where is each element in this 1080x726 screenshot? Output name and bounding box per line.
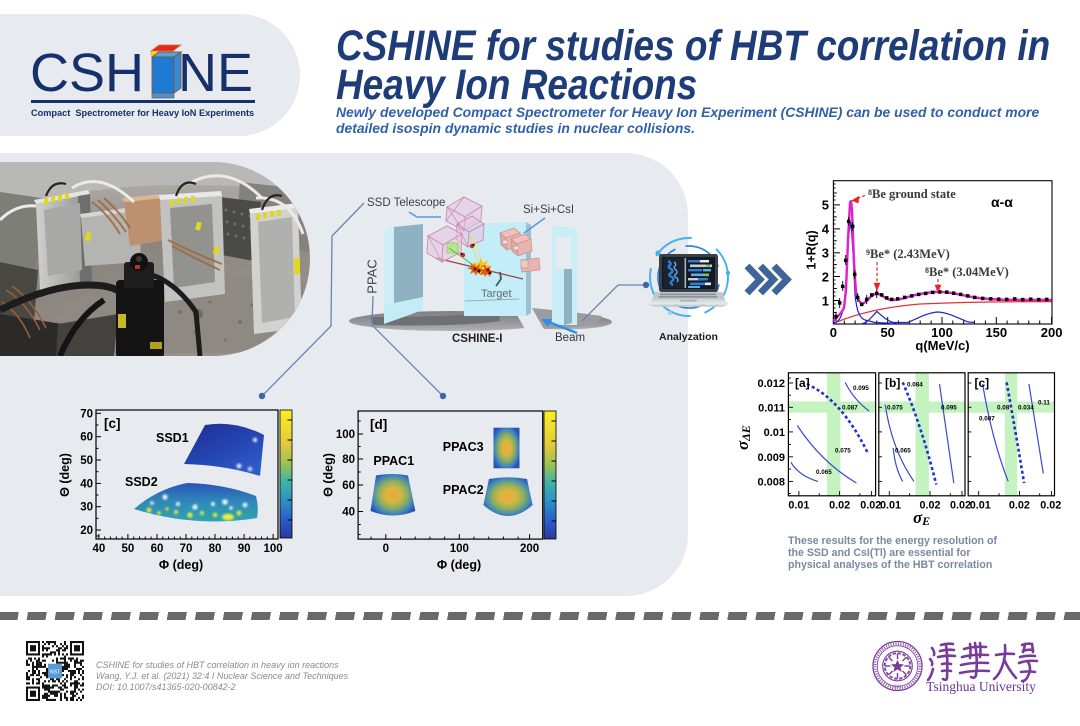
svg-text:0.075: 0.075: [835, 448, 851, 455]
svg-text:3: 3: [822, 246, 829, 261]
svg-text:70: 70: [180, 543, 193, 555]
svg-text:0.065: 0.065: [816, 469, 832, 476]
svg-text:0.095: 0.095: [853, 385, 869, 392]
svg-text:4: 4: [822, 222, 830, 237]
svg-text:0.01: 0.01: [788, 500, 809, 512]
svg-text:[d]: [d]: [370, 417, 387, 432]
svg-text:0.084: 0.084: [907, 382, 923, 389]
svg-text:[b]: [b]: [885, 376, 900, 390]
svg-text:0.11: 0.11: [1038, 400, 1050, 407]
svg-text:0.007: 0.007: [979, 416, 995, 423]
svg-text:50: 50: [80, 455, 93, 467]
svg-text:PPAC2: PPAC2: [443, 483, 484, 497]
svg-text:40: 40: [93, 543, 106, 555]
svg-text:0: 0: [383, 543, 389, 555]
svg-text:50: 50: [880, 325, 894, 340]
svg-text:0.02: 0.02: [860, 500, 881, 512]
svg-text:100: 100: [450, 543, 469, 555]
svg-text:NST: NST: [50, 670, 60, 676]
svg-text:0.02: 0.02: [829, 500, 850, 512]
svg-text:PPAC3: PPAC3: [443, 440, 484, 454]
svg-text:0.009: 0.009: [757, 452, 785, 464]
svg-text:[c]: [c]: [975, 376, 990, 390]
svg-text:0.02: 0.02: [919, 500, 940, 512]
svg-text:Φ (deg): Φ (deg): [159, 558, 203, 572]
svg-text:Φ (deg): Φ (deg): [437, 558, 481, 572]
svg-text:100: 100: [931, 325, 953, 340]
svg-text:0.075: 0.075: [887, 405, 903, 412]
svg-text:[c]: [c]: [104, 416, 121, 431]
svg-text:q(MeV/c): q(MeV/c): [915, 338, 969, 353]
svg-text:0.012: 0.012: [757, 378, 785, 390]
svg-text:60: 60: [342, 480, 355, 492]
svg-text:[a]: [a]: [795, 376, 810, 390]
svg-text:60: 60: [80, 432, 93, 444]
svg-text:60: 60: [151, 543, 164, 555]
svg-text:200: 200: [520, 543, 539, 555]
svg-text:5: 5: [822, 198, 829, 213]
svg-text:· 1911 ·: · 1911 ·: [891, 684, 904, 689]
svg-text:80: 80: [209, 543, 222, 555]
svg-text:70: 70: [80, 408, 93, 420]
svg-text:0.011: 0.011: [758, 402, 785, 414]
svg-text:Θ (deg): Θ (deg): [322, 453, 336, 497]
svg-text:Θ (deg): Θ (deg): [58, 453, 72, 497]
svg-text:8Be* (3.04MeV): 8Be* (3.04MeV): [925, 265, 1009, 279]
svg-text:40: 40: [342, 507, 355, 519]
svg-text:1: 1: [822, 293, 829, 308]
svg-text:SSD2: SSD2: [125, 475, 158, 489]
svg-text:0.01: 0.01: [764, 427, 785, 439]
svg-text:0.01: 0.01: [880, 500, 901, 512]
svg-text:PPAC1: PPAC1: [373, 454, 414, 468]
svg-text:80: 80: [342, 454, 355, 466]
svg-text:0.02: 0.02: [950, 500, 971, 512]
svg-text:0.034: 0.034: [1018, 405, 1034, 412]
svg-text:α-α: α-α: [991, 194, 1013, 210]
svg-text:0.008: 0.008: [757, 476, 785, 488]
svg-text:Tsinghua University: Tsinghua University: [926, 679, 1036, 694]
svg-text:0.095: 0.095: [941, 405, 957, 412]
svg-text:0.065: 0.065: [895, 448, 911, 455]
svg-text:0.02: 0.02: [1040, 500, 1061, 512]
svg-text:150: 150: [985, 325, 1007, 340]
svg-text:σΔE: σΔE: [735, 425, 753, 450]
svg-text:0.02: 0.02: [1009, 500, 1030, 512]
svg-text:0: 0: [830, 325, 837, 340]
svg-text:90: 90: [238, 543, 251, 555]
svg-text:50: 50: [122, 543, 135, 555]
svg-text:0.087: 0.087: [842, 405, 858, 412]
svg-text:30: 30: [80, 502, 93, 514]
svg-text:200: 200: [1041, 325, 1063, 340]
svg-text:0.01: 0.01: [970, 500, 991, 512]
svg-text:1+R(q): 1+R(q): [805, 230, 819, 269]
svg-text:2: 2: [822, 269, 829, 284]
svg-text:SSD1: SSD1: [156, 431, 189, 445]
svg-text:100: 100: [336, 429, 355, 441]
svg-text:8Be ground state: 8Be ground state: [868, 187, 956, 201]
svg-text:9Be* (2.43MeV): 9Be* (2.43MeV): [866, 247, 950, 261]
svg-text:0.08: 0.08: [997, 405, 1010, 412]
svg-text:40: 40: [80, 478, 93, 490]
svg-text:· · · · ·: · · · · ·: [892, 645, 903, 650]
svg-text:20: 20: [80, 525, 93, 537]
svg-text:100: 100: [264, 543, 283, 555]
